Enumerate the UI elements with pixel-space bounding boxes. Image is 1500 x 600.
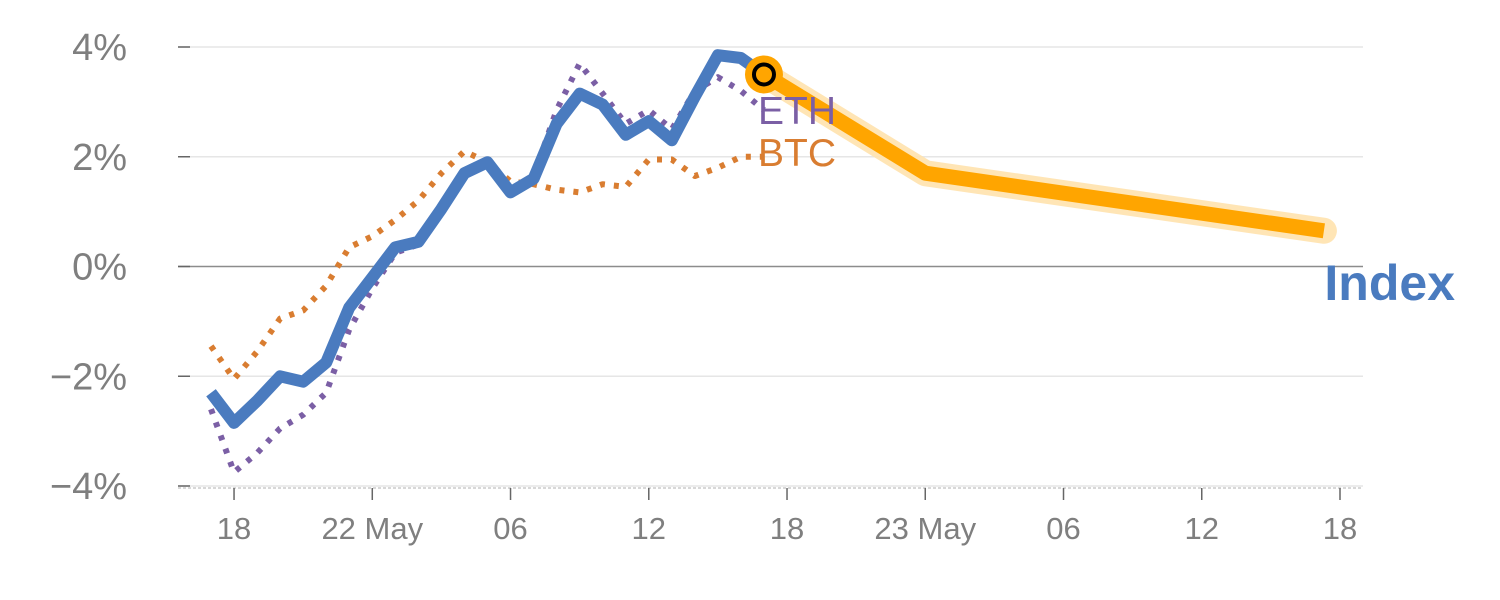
series-label-index: Index xyxy=(1324,255,1455,311)
y-tick-label: 2% xyxy=(72,137,127,179)
axis-layer: −4% −2% 0% 2% 4% 18 22 May 06 12 18 23 May 06 12 18 xyxy=(50,27,1363,546)
x-tick-label: 18 xyxy=(1323,511,1357,546)
x-tick-label: 12 xyxy=(632,511,666,546)
x-tick-label: 12 xyxy=(1185,511,1219,546)
series-label-btc: BTC xyxy=(758,132,836,175)
x-tick-label: 06 xyxy=(1046,511,1080,546)
marker-layer xyxy=(744,55,783,94)
series-layer xyxy=(206,49,1337,476)
series-line-btc xyxy=(208,148,764,382)
x-tick-label: 23 May xyxy=(874,511,976,546)
series-label-eth: ETH xyxy=(758,90,836,133)
y-tick-label: 4% xyxy=(72,27,127,69)
series-line-eth xyxy=(208,60,766,476)
x-tick-label: 18 xyxy=(217,511,251,546)
current-point-marker-core xyxy=(751,62,776,87)
projection-glow xyxy=(751,61,1337,244)
y-tick-label: 0% xyxy=(72,247,127,289)
projection-line xyxy=(760,68,1325,239)
y-tick-label: −4% xyxy=(50,466,127,508)
x-tick-label: 18 xyxy=(770,511,804,546)
x-tick-label: 06 xyxy=(493,511,527,546)
series-line-index xyxy=(206,49,768,429)
y-tick-label: −2% xyxy=(50,356,127,398)
x-tick-label: 22 May xyxy=(321,511,423,546)
